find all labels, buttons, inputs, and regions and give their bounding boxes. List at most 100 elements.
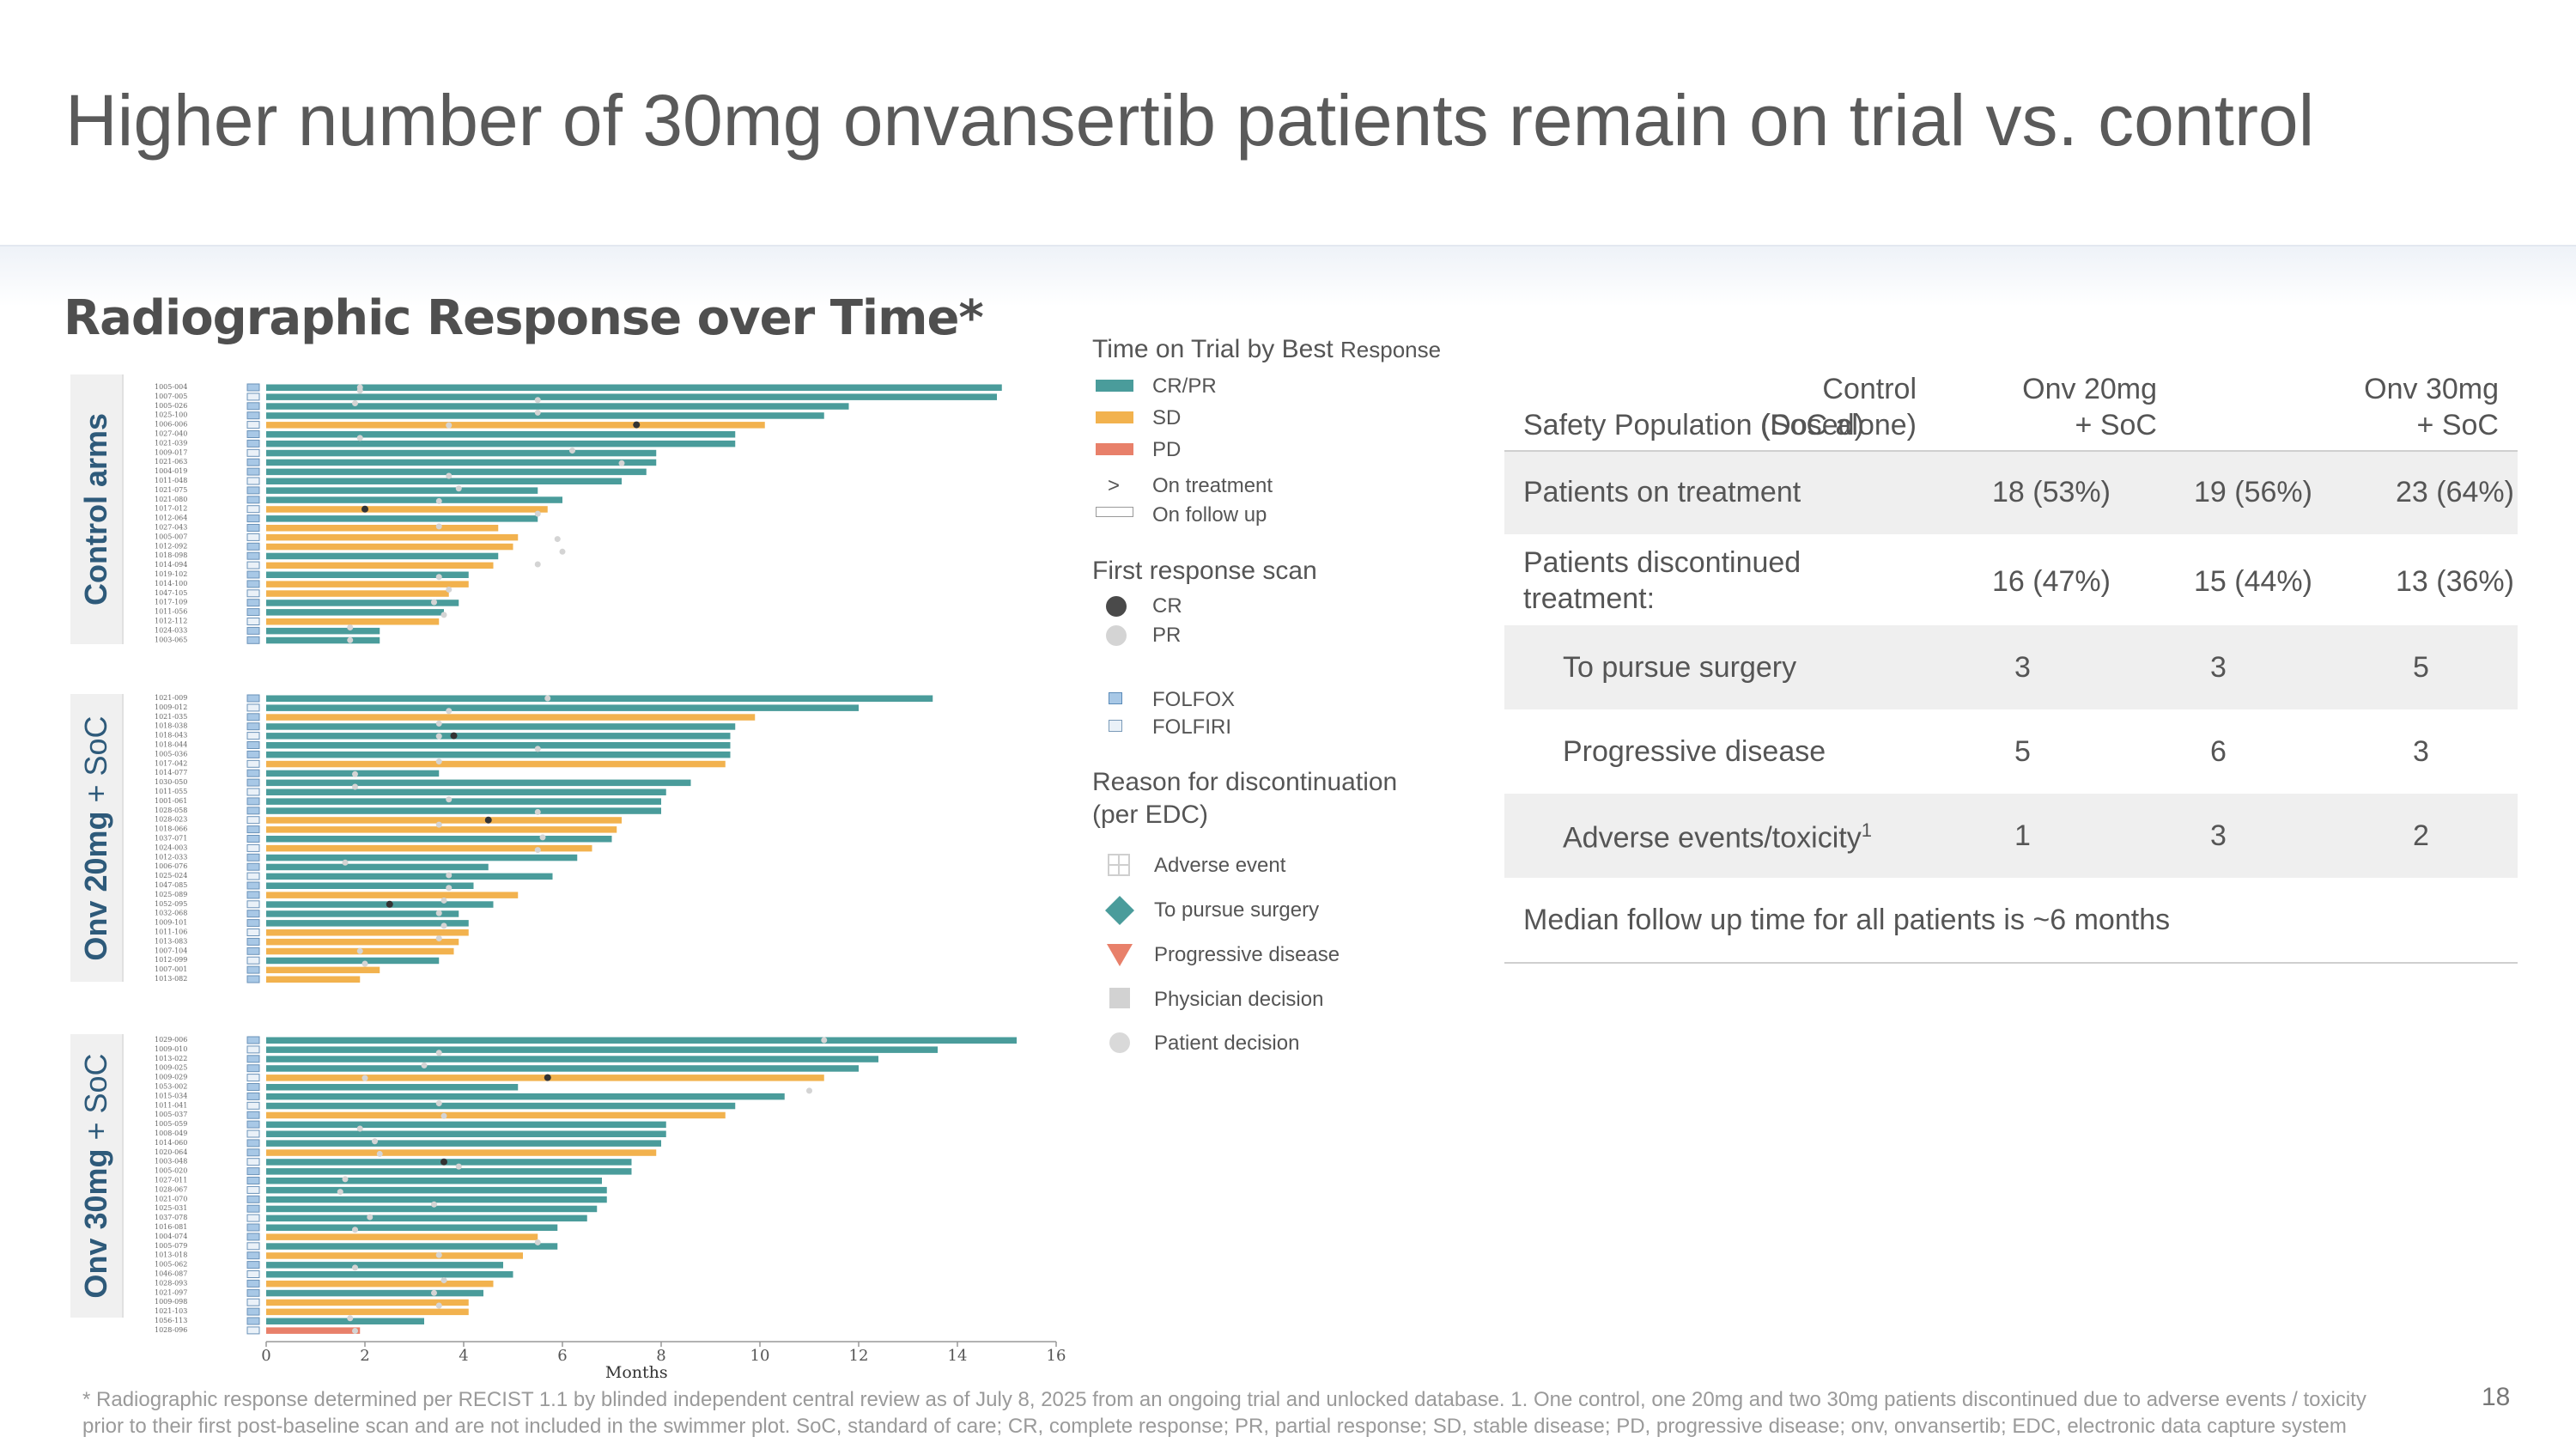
swimmer-bar xyxy=(266,1149,657,1156)
cr-scan-marker xyxy=(361,505,368,513)
swimmer-bar xyxy=(266,468,647,476)
swimmer-bar xyxy=(266,1065,859,1072)
swimmer-bar xyxy=(266,882,474,889)
patient-id-label: 1005-059 xyxy=(155,1120,187,1128)
row-value-onv20: 3 xyxy=(2210,819,2227,852)
row-value-onv30: 2 xyxy=(2413,819,2429,852)
patient-id-label: 1015-034 xyxy=(155,1092,187,1099)
swimmer-bar xyxy=(266,506,548,513)
patient-id-label: 1056-113 xyxy=(155,1317,187,1324)
patient-id-label: 1005-036 xyxy=(155,750,187,758)
swimmer-bar xyxy=(266,733,731,740)
pr-scan-marker xyxy=(356,435,363,441)
regimen-icon xyxy=(246,1204,260,1213)
swimmer-bar xyxy=(266,525,499,532)
swimmer-bar xyxy=(266,957,440,965)
arm-label-onv20: Onv 20mg + SoC xyxy=(70,694,124,982)
regimen-icon xyxy=(246,919,260,928)
swimmer-bar xyxy=(266,723,736,730)
arm-label-onv30: Onv 30mg + SoC xyxy=(70,1034,124,1318)
legend-label-pd: PD xyxy=(1152,438,1182,461)
patient-id-label: 1011-106 xyxy=(155,928,187,936)
regimen-icon xyxy=(246,741,260,749)
swimmer-bar xyxy=(266,1299,469,1306)
regimen-icon xyxy=(246,1036,260,1044)
patient-id-label: 1030-050 xyxy=(155,778,187,786)
swimmer-bar xyxy=(266,403,849,410)
patient-id-label: 1005-079 xyxy=(155,1242,187,1250)
patient-id-label: 1009-025 xyxy=(155,1064,187,1072)
swimmer-bar xyxy=(266,873,553,880)
regimen-icon xyxy=(246,956,260,965)
patient-id-label: 1028-023 xyxy=(155,816,187,824)
patient-id-label: 1018-098 xyxy=(155,551,187,559)
regimen-icon xyxy=(246,1185,260,1194)
pr-scan-marker xyxy=(806,1087,812,1094)
patient-id-label: 1014-094 xyxy=(155,561,187,569)
legend-swatch-crpr xyxy=(1096,380,1133,392)
patient-id-label: 1047-105 xyxy=(155,589,187,597)
regimen-icon xyxy=(246,1045,260,1054)
pr-scan-marker xyxy=(431,1289,437,1296)
pr-scan-marker xyxy=(342,1176,349,1183)
regimen-icon xyxy=(246,505,260,514)
pr-scan-marker xyxy=(435,523,442,530)
regimen-icon xyxy=(246,1195,260,1203)
table-header-col2-line2: + SoC xyxy=(2075,409,2157,441)
pr-scan-marker xyxy=(440,1277,447,1284)
pr-scan-marker xyxy=(347,636,354,643)
legend-swatch-pd xyxy=(1096,443,1133,455)
pr-scan-marker xyxy=(435,1100,442,1107)
regimen-icon xyxy=(246,533,260,541)
regimen-icon xyxy=(246,1129,260,1138)
swimmer-bar xyxy=(266,892,519,898)
regimen-icon xyxy=(246,514,260,523)
pr-scan-marker xyxy=(421,1062,428,1068)
pr-scan-marker xyxy=(435,497,442,504)
table-row: Progressive disease 5 6 3 xyxy=(1504,709,2518,794)
patient-id-label: 1006-006 xyxy=(155,421,187,429)
legend-on-treatment-symbol: > xyxy=(1108,474,1121,497)
regimen-icon xyxy=(246,599,260,607)
table-row: Patients discontinued treatment: 16 (47%… xyxy=(1504,534,2518,625)
legend-title: Time on Trial by Best Response xyxy=(1092,335,1441,364)
pr-scan-marker xyxy=(431,1201,437,1208)
regimen-icon xyxy=(246,853,260,861)
pr-scan-marker xyxy=(534,1239,541,1245)
folfiri-icon xyxy=(1109,720,1122,732)
swimmer-bar xyxy=(266,1093,785,1100)
regimen-icon xyxy=(246,1298,260,1306)
pr-scan-marker xyxy=(435,574,442,581)
adverse-event-icon xyxy=(1108,854,1130,876)
swimmer-bar xyxy=(266,1046,938,1053)
patient-id-label: 1024-033 xyxy=(155,626,187,634)
progressive-triangle-icon xyxy=(1107,944,1133,966)
x-tick-label: 14 xyxy=(948,1347,968,1365)
pr-scan-marker xyxy=(435,733,442,740)
patient-id-label: 1024-003 xyxy=(155,843,187,851)
pr-scan-marker xyxy=(356,1125,363,1132)
regimen-icon xyxy=(246,843,260,852)
regimen-icon xyxy=(246,928,260,936)
swimmer-bar xyxy=(266,1243,558,1250)
patient-id-label: 1020-064 xyxy=(155,1148,187,1156)
patient-id-label: 1007-005 xyxy=(155,393,187,400)
patient-id-label: 1005-007 xyxy=(155,533,187,540)
swimmer-bar xyxy=(266,1262,503,1269)
regimen-icon xyxy=(246,402,260,411)
patient-id-label: 1017-012 xyxy=(155,505,187,513)
patient-id-label: 1005-037 xyxy=(155,1111,187,1118)
pr-scan-marker xyxy=(356,387,363,394)
swimmer-bar xyxy=(266,901,494,908)
regimen-icon xyxy=(246,1167,260,1176)
pr-scan-marker xyxy=(352,1227,358,1233)
pr-scan-marker xyxy=(446,472,453,479)
x-tick-label: 16 xyxy=(1047,1347,1066,1365)
patient-id-label: 1028-096 xyxy=(155,1326,187,1334)
swimmer-bar xyxy=(266,496,562,503)
patient-id-label: 1021-080 xyxy=(155,496,187,503)
swimmer-bar xyxy=(266,1205,598,1213)
folfox-icon xyxy=(1109,692,1122,704)
swimmer-bar xyxy=(266,1233,538,1240)
regimen-icon xyxy=(246,769,260,777)
